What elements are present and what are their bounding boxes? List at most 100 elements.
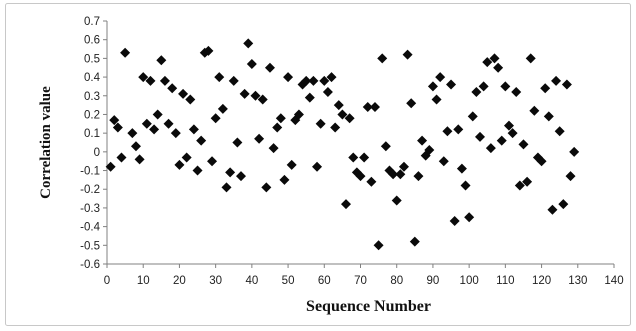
data-point	[156, 55, 167, 66]
y-tick-label: -0.1	[80, 166, 100, 178]
data-point	[402, 49, 413, 60]
data-point	[127, 128, 138, 139]
data-point	[275, 113, 286, 124]
data-point	[388, 169, 399, 180]
data-point	[380, 141, 391, 152]
data-point	[359, 152, 370, 163]
data-point	[456, 163, 467, 174]
x-tick-label: 70	[354, 275, 367, 287]
x-axis: 0 10 20 30 40 50 60 70 80 90 100 110 120 130 140	[104, 263, 624, 287]
data-point	[341, 199, 352, 210]
data-point	[478, 81, 489, 92]
data-point	[344, 113, 355, 124]
data-point	[159, 75, 170, 86]
data-point	[188, 124, 199, 135]
data-point	[453, 124, 464, 135]
y-tick-label: -0.4	[80, 222, 100, 234]
data-point	[145, 75, 156, 86]
data-point	[112, 122, 123, 133]
data-point	[228, 75, 239, 86]
y-tick-label: 0.5	[84, 53, 100, 65]
data-point	[109, 115, 120, 126]
data-point	[518, 139, 529, 150]
data-point	[467, 111, 478, 122]
data-point	[496, 135, 507, 146]
data-point	[243, 38, 254, 49]
data-point	[214, 72, 225, 83]
data-point	[507, 128, 518, 139]
data-point	[482, 57, 493, 68]
data-point	[312, 161, 323, 172]
data-point	[424, 144, 435, 155]
data-point	[235, 171, 246, 182]
data-point	[232, 137, 243, 148]
data-point	[391, 195, 402, 206]
data-point	[178, 88, 189, 99]
x-tick-label: 30	[209, 275, 222, 287]
data-point	[471, 87, 482, 98]
data-point	[554, 126, 565, 137]
data-point	[485, 143, 496, 154]
x-tick-label: 20	[173, 275, 186, 287]
data-point	[138, 72, 149, 83]
data-point	[540, 83, 551, 94]
data-point	[427, 81, 438, 92]
data-point	[130, 141, 141, 152]
data-point	[326, 72, 337, 83]
data-point	[514, 180, 525, 191]
y-tick-label: -0.3	[80, 203, 100, 215]
data-point	[565, 171, 576, 182]
data-point	[569, 146, 580, 157]
data-point	[174, 159, 185, 170]
y-tick-label: 0.3	[84, 91, 100, 103]
data-point	[134, 154, 145, 165]
data-point	[203, 45, 214, 56]
data-point	[239, 88, 250, 99]
y-tick-label: -0.2	[80, 184, 100, 196]
data-point	[348, 152, 359, 163]
data-point	[315, 118, 326, 129]
data-point	[522, 176, 533, 187]
data-point	[442, 126, 453, 137]
x-axis-title: Sequence Number	[306, 298, 431, 315]
y-tick-label: 0	[94, 147, 100, 159]
data-point	[210, 113, 221, 124]
data-point	[264, 62, 275, 73]
data-point	[409, 236, 420, 247]
x-tick-label: 40	[245, 275, 258, 287]
data-point	[167, 83, 178, 94]
data-point	[330, 122, 341, 133]
data-point	[464, 212, 475, 223]
data-point	[525, 53, 536, 64]
data-point	[529, 105, 540, 116]
data-point	[272, 122, 283, 133]
data-point	[225, 167, 236, 178]
data-point	[543, 111, 554, 122]
data-point	[120, 47, 131, 58]
data-point	[181, 152, 192, 163]
y-tick-label: 0.4	[84, 72, 101, 84]
data-point	[268, 143, 279, 154]
data-point	[279, 174, 290, 185]
data-point	[221, 182, 232, 193]
data-point	[435, 72, 446, 83]
data-point	[185, 94, 196, 105]
x-tick-label: 60	[318, 275, 331, 287]
data-point	[460, 180, 471, 191]
x-tick-label: 100	[460, 275, 479, 287]
data-point	[246, 58, 257, 69]
data-point	[366, 176, 377, 187]
y-tick-label: 0.6	[84, 35, 100, 47]
data-point	[322, 87, 333, 98]
data-point	[301, 75, 312, 86]
data-point	[105, 161, 116, 172]
data-point	[373, 240, 384, 251]
data-point	[283, 72, 294, 83]
data-point	[547, 204, 558, 215]
y-axis: 0.7 0.6 0.5 0.4 0.3 0.2 0.1 0 -0.1 -0.2 -0.3 -0.4 -0…	[80, 16, 108, 271]
data-point	[355, 171, 366, 182]
data-point	[369, 101, 380, 112]
data-point	[493, 62, 504, 73]
y-tick-label: 0.7	[84, 16, 100, 28]
